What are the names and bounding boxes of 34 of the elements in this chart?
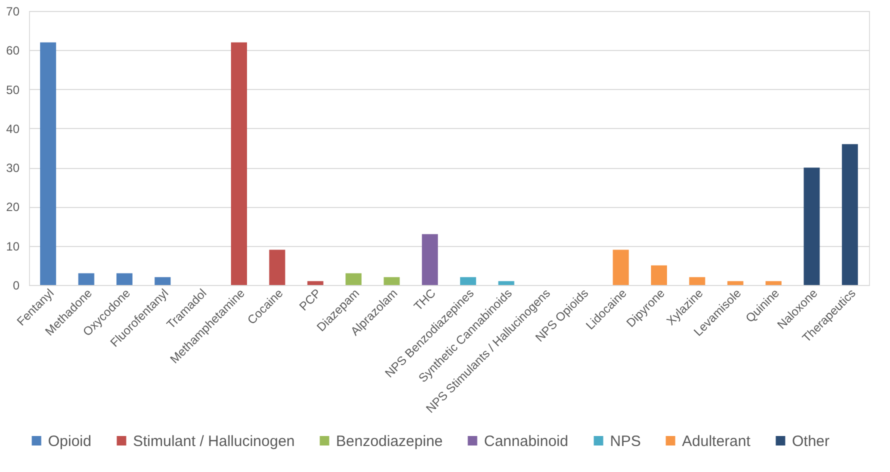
y-tick-label: 40 — [6, 122, 20, 136]
y-tick-label: 20 — [6, 200, 20, 214]
bar — [651, 265, 667, 285]
bar — [804, 168, 820, 285]
legend-label: NPS — [610, 432, 641, 450]
legend-label: Cannabinoid — [484, 432, 568, 450]
y-tick-label: 0 — [12, 278, 20, 292]
bar — [422, 234, 438, 285]
bar — [78, 273, 94, 285]
bar — [154, 277, 171, 285]
y-tick-label: 60 — [6, 44, 20, 58]
bar — [766, 281, 782, 285]
bar — [842, 144, 858, 285]
bar — [231, 42, 247, 285]
bar — [727, 281, 744, 285]
y-tick-label: 50 — [6, 82, 20, 97]
bar — [269, 250, 286, 285]
bar — [116, 273, 132, 285]
bar — [689, 277, 706, 285]
bar — [498, 281, 514, 285]
legend-label: Adulterant — [682, 432, 752, 450]
legend-label: Other — [792, 432, 830, 450]
legend-label: Benzodiazepine — [336, 432, 443, 450]
bar — [384, 277, 400, 285]
y-tick-label: 30 — [6, 161, 20, 176]
y-tick-label: 10 — [6, 239, 20, 254]
bar — [612, 250, 629, 285]
bar — [40, 42, 56, 285]
legend-label: Stimulant / Hallucinogen — [133, 432, 295, 450]
legend-label: Opioid — [48, 432, 92, 450]
y-tick-label: 70 — [6, 4, 20, 18]
bar — [307, 281, 324, 285]
bar — [346, 273, 362, 285]
bar — [460, 277, 476, 285]
